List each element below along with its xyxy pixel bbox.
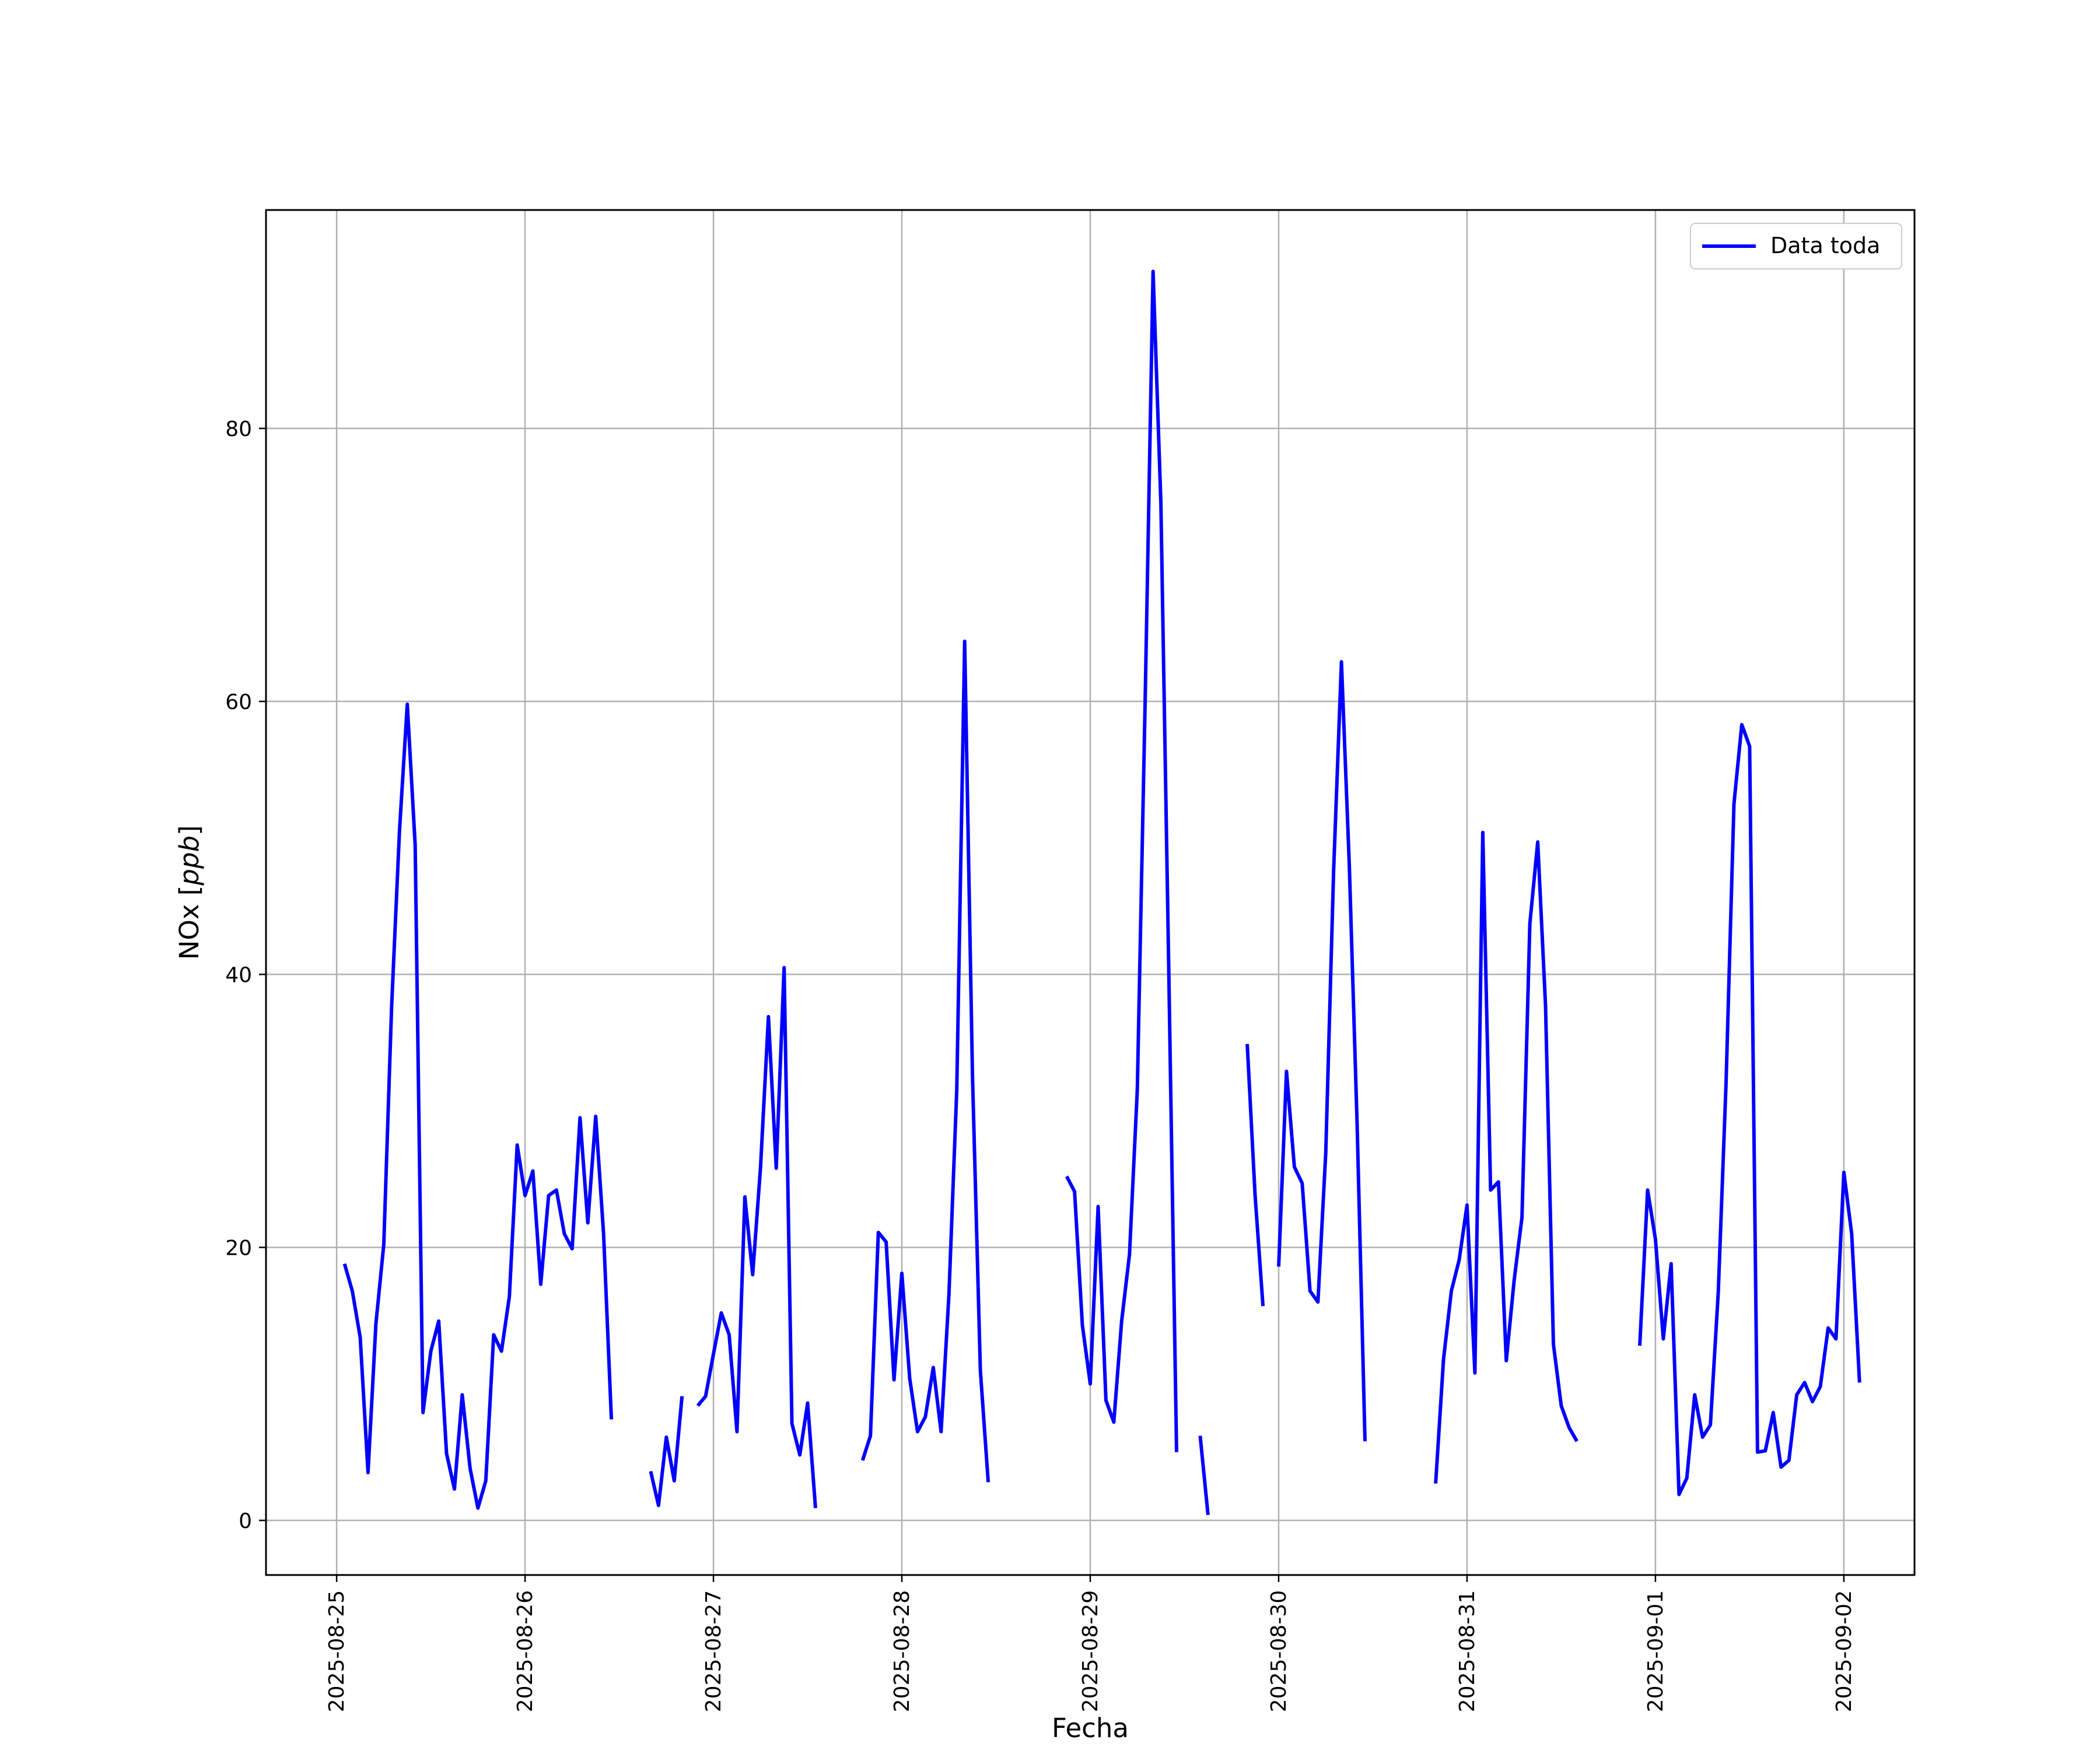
x-tick-label: 2025-08-26 <box>513 1590 537 1712</box>
legend-box <box>1690 223 1902 270</box>
y-tick-label: 40 <box>225 963 252 987</box>
grid-lines <box>266 210 1915 1575</box>
series-line-segment <box>1277 660 1367 1441</box>
y-axis-label: NOx [ppb] <box>174 825 205 960</box>
x-tick-label: 2025-08-30 <box>1267 1590 1291 1712</box>
y-tick-label: 80 <box>225 417 252 441</box>
x-tick-label: 2025-08-27 <box>702 1590 726 1712</box>
legend: Data toda <box>1690 223 1902 270</box>
x-tick-label: 2025-08-31 <box>1455 1590 1479 1712</box>
y-tick-label: 0 <box>239 1509 252 1533</box>
x-axis-ticks: 2025-08-25 2025-08-26 2025-08-27 2025-08-28… <box>325 1575 1856 1712</box>
series-line-segment <box>1198 1436 1210 1516</box>
series-line-segment <box>1638 723 1861 1496</box>
series-line-segment <box>1434 831 1578 1484</box>
series-line-segment <box>649 1396 684 1507</box>
x-tick-label: 2025-09-02 <box>1832 1590 1856 1712</box>
series-line-segment <box>860 639 991 1483</box>
y-tick-label: 20 <box>225 1236 252 1260</box>
x-tick-label: 2025-08-29 <box>1079 1590 1102 1712</box>
y-axis-ticks: 0 20 40 60 80 <box>225 417 266 1533</box>
x-tick-label: 2025-08-28 <box>890 1590 914 1712</box>
x-tick-label: 2025-08-25 <box>325 1590 349 1712</box>
series-line-segment <box>342 702 614 1510</box>
x-axis-label: Fecha <box>1052 1713 1129 1744</box>
legend-label: Data toda <box>1770 233 1880 258</box>
series-line-segment <box>1245 1044 1265 1307</box>
series-line-segment <box>696 965 817 1508</box>
series-line-segment <box>1065 270 1178 1452</box>
x-tick-label: 2025-09-01 <box>1644 1590 1668 1712</box>
series-lines <box>342 270 1861 1516</box>
y-tick-label: 60 <box>225 690 252 714</box>
